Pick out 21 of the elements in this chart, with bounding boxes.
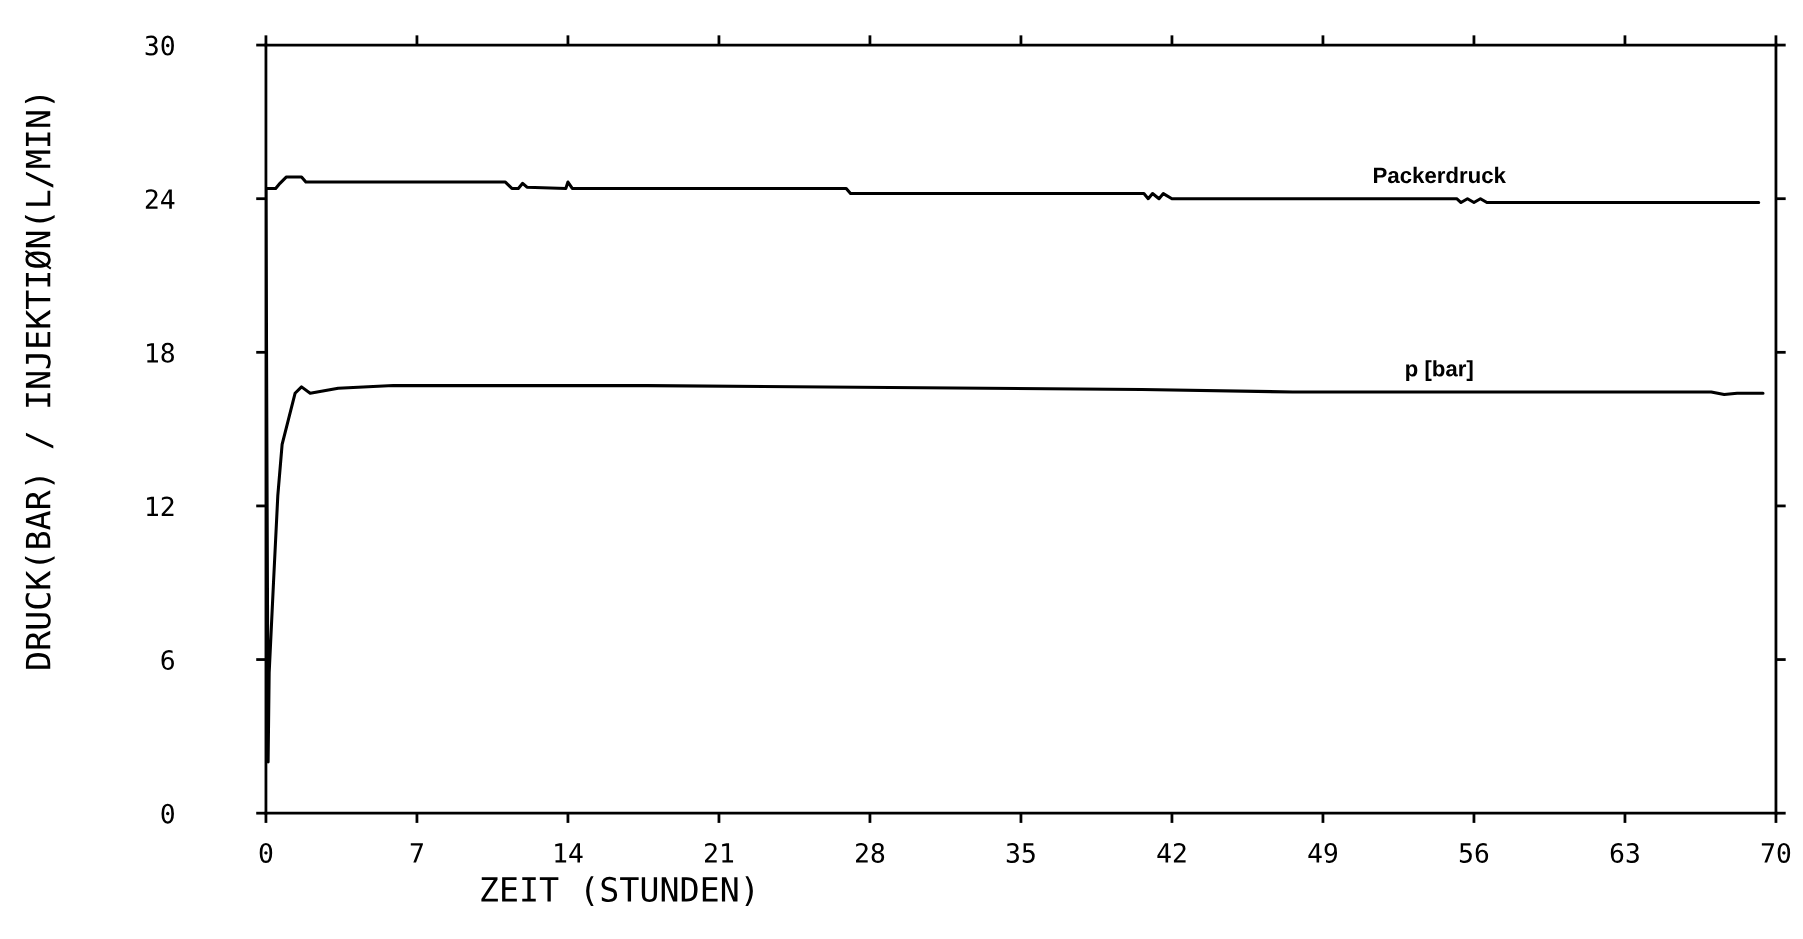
x-tick-label: 56 — [1459, 842, 1489, 863]
y-axis-title: DRUCK(BAR) / INJEKTIØN(L/MIN) — [24, 95, 55, 669]
y-tick-label: 6 — [161, 650, 174, 671]
x-tick-label: 28 — [856, 842, 885, 863]
x-tick-label: 14 — [555, 843, 583, 863]
y-tick-label: 18 — [147, 342, 174, 363]
x-tick-label: 63 — [1610, 842, 1639, 863]
y-tick-label: 30 — [145, 35, 174, 56]
x-tick-label: 21 — [705, 842, 734, 863]
y-tick-label: 24 — [145, 189, 175, 209]
x-tick-label: 35 — [1006, 842, 1035, 863]
x-tick-label: 7 — [410, 843, 423, 863]
x-tick-label: 0 — [259, 842, 273, 863]
y-tick-label: 0 — [161, 803, 174, 824]
x-tick-label: 70 — [1761, 842, 1791, 863]
series-label: Packerdruck — [1374, 166, 1506, 184]
x-tick-label: 42 — [1157, 842, 1186, 863]
y-tick-label: 12 — [147, 496, 174, 517]
x-axis-title: ZEIT (STUNDEN) — [481, 876, 753, 906]
series-label: p [bar] — [1406, 360, 1473, 381]
x-tick-label: 49 — [1308, 842, 1338, 863]
